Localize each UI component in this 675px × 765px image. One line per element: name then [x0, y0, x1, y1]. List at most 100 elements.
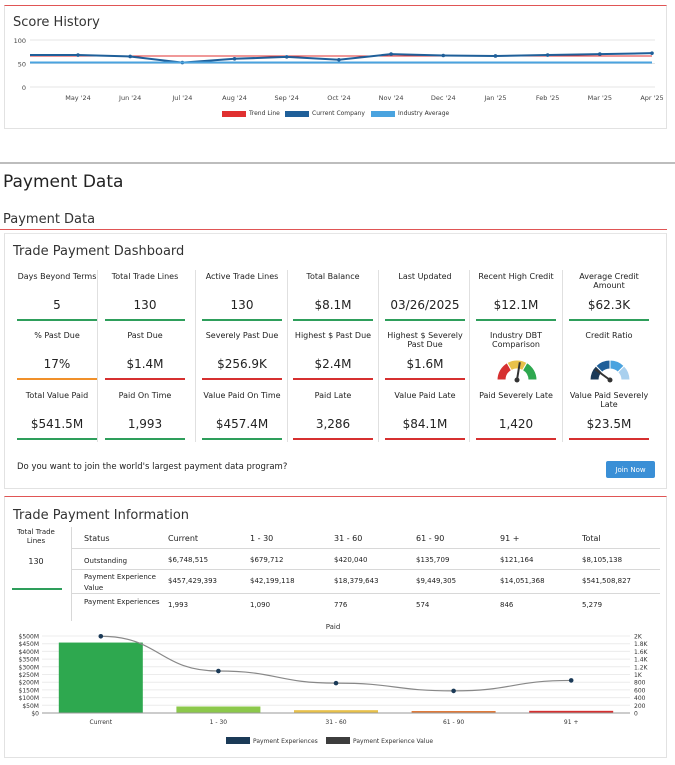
gauge-metric: Credit Ratio — [565, 331, 653, 349]
metric-indicator-bar — [293, 319, 373, 321]
metric-column-separator — [378, 270, 379, 442]
metric-7: Average Credit Amount $62.3K — [565, 272, 653, 321]
paid-right-tick: 1.2K — [634, 664, 649, 671]
score-series-point — [76, 53, 80, 57]
metric-indicator-bar — [17, 438, 97, 440]
paid-bar — [58, 642, 143, 713]
join-program-text: Do you want to join the world's largest … — [17, 462, 288, 472]
score-series-point — [493, 54, 498, 58]
score-xtick-label: Apr '25 — [640, 94, 663, 102]
metric-21: Value Paid Severely Late $23.5M — [565, 391, 653, 440]
metric-column-separator — [469, 270, 470, 442]
metric-5: Last Updated 03/26/2025 — [381, 272, 469, 321]
metric-2: Total Trade Lines 130 — [101, 272, 189, 321]
table-cell: $6,748,515 — [168, 556, 209, 564]
paid-right-tick: 1.8K — [634, 641, 649, 648]
table-cell: $42,199,118 — [250, 577, 295, 585]
metric-label: Last Updated — [398, 272, 452, 281]
paid-experiences-point — [98, 633, 104, 639]
metric-value: $2.4M — [314, 357, 352, 371]
metric-indicator-bar — [202, 438, 282, 440]
metric-value: $23.5M — [586, 417, 632, 431]
metric-indicator-bar — [293, 438, 373, 440]
metric-18: Paid Late 3,286 — [289, 391, 377, 440]
score-legend-label: Current Company — [312, 110, 365, 117]
score-history-card: Score History — [4, 5, 667, 129]
metric-6: Recent High Credit $12.1M — [472, 272, 560, 321]
metric-12: Highest $ Severely Past Due $1.6M — [381, 331, 469, 380]
table-cell: $420,040 — [334, 556, 368, 564]
paid-category-label: Current — [90, 719, 113, 726]
metric-11: Highest $ Past Due $2.4M — [289, 331, 377, 380]
score-xtick-label: Jan '25 — [483, 94, 506, 102]
metric-10: Severely Past Due $256.9K — [198, 331, 286, 380]
score-ytick-label: 50 — [18, 61, 26, 69]
paid-legend-swatch — [326, 737, 350, 744]
metric-indicator-bar — [17, 319, 97, 321]
metric-column-separator — [195, 270, 196, 442]
paid-bar — [176, 706, 261, 713]
score-series-point — [284, 55, 289, 59]
total-trade-lines-label: Total Trade Lines — [17, 528, 55, 545]
table-cell: 846 — [500, 601, 514, 609]
total-trade-lines-bar — [12, 588, 62, 590]
table-cell: $8,105,138 — [582, 556, 623, 564]
paid-right-tick: 200 — [634, 703, 646, 710]
table-cell: $14,051,368 — [500, 577, 545, 585]
table-column-header: 31 - 60 — [334, 534, 363, 543]
score-xtick-label: Dec '24 — [431, 94, 456, 102]
subsection-divider — [0, 229, 667, 230]
section-divider — [0, 162, 675, 164]
table-cell: $18,379,643 — [334, 577, 379, 585]
metric-indicator-bar — [476, 438, 556, 440]
paid-right-tick: 2K — [634, 634, 643, 641]
metric-indicator-bar — [385, 438, 465, 440]
metric-3: Active Trade Lines 130 — [198, 272, 286, 321]
paid-experiences-point — [333, 680, 339, 686]
paid-experiences-point — [568, 678, 574, 683]
score-xtick-label: Sep '24 — [275, 94, 299, 102]
metric-label: Paid Severely Late — [479, 391, 553, 400]
metric-value: 130 — [133, 298, 157, 312]
gauge-label: Industry DBT Comparison — [490, 331, 542, 349]
table-cell: $9,449,305 — [416, 577, 457, 585]
score-series-point — [389, 52, 393, 56]
table-cell: 574 — [416, 601, 430, 609]
table-cell: $541,508,827 — [582, 577, 631, 585]
paid-experiences-point — [451, 688, 456, 694]
metric-value: $457.4M — [215, 417, 269, 431]
paid-left-tick: $400M — [19, 649, 39, 656]
table-row-divider — [72, 569, 660, 570]
paid-experiences-point — [216, 668, 221, 674]
metric-indicator-bar — [202, 319, 282, 321]
paid-left-tick: $200M — [19, 680, 39, 687]
metric-value: $541.5M — [30, 417, 84, 431]
metric-value: $12.1M — [493, 298, 539, 312]
paid-right-tick: 1.4K — [634, 657, 649, 664]
table-row-status: Outstanding — [84, 557, 128, 565]
paid-right-tick: 400 — [634, 695, 646, 702]
join-now-button[interactable]: Join Now — [606, 461, 655, 478]
score-legend-swatch — [222, 111, 246, 117]
table-column-header: 91 + — [500, 534, 520, 543]
table-row-divider — [72, 593, 660, 594]
metric-value: $84.1M — [402, 417, 448, 431]
metric-indicator-bar — [385, 378, 465, 380]
score-legend-swatch — [371, 111, 395, 117]
metric-label: Value Paid Severely Late — [569, 391, 649, 409]
score-xtick-label: May '24 — [65, 94, 91, 102]
metric-label: Past Due — [127, 331, 163, 340]
table-cell: $679,712 — [250, 556, 284, 564]
table-column-header: Total — [582, 534, 601, 543]
metric-value: 3,286 — [315, 417, 351, 431]
metric-value: $1.6M — [406, 357, 444, 371]
score-series-point — [441, 53, 446, 58]
metric-20: Paid Severely Late 1,420 — [472, 391, 560, 440]
table-cell: 5,279 — [582, 601, 603, 609]
subsection-title: Payment Data — [3, 212, 96, 227]
table-cell: $135,709 — [416, 556, 450, 564]
paid-category-label: 31 - 60 — [325, 719, 346, 726]
metric-label: Severely Past Due — [205, 331, 279, 340]
table-cell: $457,429,393 — [168, 577, 217, 585]
metric-value: 130 — [230, 298, 254, 312]
